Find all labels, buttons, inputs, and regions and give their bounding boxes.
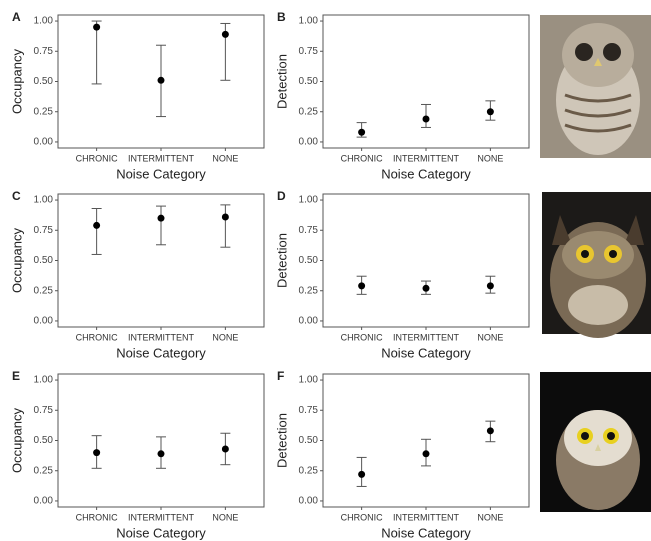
x-tick-label: INTERMITTENT [128,153,194,163]
panel-label: E [12,369,20,383]
y-tick-label: 0.50 [34,76,54,87]
point [93,24,100,31]
x-tick-label: INTERMITTENT [393,332,459,342]
y-tick-label: 0.75 [299,46,319,57]
y-tick-label: 0.25 [34,106,54,117]
y-tick-label: 0.50 [299,76,319,87]
x-tick-label: NONE [477,332,503,342]
point [487,108,494,115]
panel-label: C [12,189,21,203]
x-tick-label: INTERMITTENT [393,512,459,522]
point [358,282,365,289]
y-tick-label: 0.00 [299,496,319,507]
point [222,445,229,452]
x-axis-title: Noise Category [381,345,471,360]
y-tick-label: 0.25 [299,285,319,296]
x-tick-label: CHRONIC [341,512,383,522]
point [487,427,494,434]
x-tick-label: CHRONIC [341,332,383,342]
x-tick-label: CHRONIC [76,512,118,522]
panel-label: D [277,189,286,203]
y-axis-title: Occupancy [9,48,24,114]
plot-frame [323,15,529,148]
y-tick-label: 0.00 [34,137,54,148]
point [158,450,165,457]
y-axis-title: Detection [274,413,289,468]
point [423,450,430,457]
panel-label: A [12,10,21,24]
x-axis-title: Noise Category [116,345,206,360]
owl-photo-great-horned [542,192,651,338]
y-tick-label: 0.25 [34,465,54,476]
point [158,77,165,84]
y-tick-label: 1.00 [299,375,319,386]
owl-photo-barred [540,15,651,158]
y-tick-label: 0.75 [34,225,54,236]
point [358,129,365,136]
point [93,449,100,456]
x-tick-label: CHRONIC [76,332,118,342]
y-tick-label: 0.00 [299,316,319,327]
y-axis-title: Occupancy [9,227,24,293]
x-tick-label: NONE [477,153,503,163]
x-axis-title: Noise Category [116,525,206,540]
x-tick-label: NONE [212,512,238,522]
y-tick-label: 0.50 [299,255,319,266]
x-tick-label: NONE [477,512,503,522]
panel-label: B [277,10,286,24]
point [93,222,100,229]
x-tick-label: NONE [212,153,238,163]
point [358,471,365,478]
y-tick-label: 1.00 [299,16,319,27]
x-tick-label: CHRONIC [76,153,118,163]
point [423,115,430,122]
y-tick-label: 1.00 [299,195,319,206]
point [423,285,430,292]
y-tick-label: 0.75 [299,225,319,236]
point [158,215,165,222]
x-tick-label: CHRONIC [341,153,383,163]
y-tick-label: 0.75 [34,405,54,416]
point [487,282,494,289]
point [222,31,229,38]
y-tick-label: 1.00 [34,16,54,27]
y-tick-label: 0.75 [299,405,319,416]
x-tick-label: INTERMITTENT [128,332,194,342]
y-tick-label: 0.00 [34,496,54,507]
x-tick-label: INTERMITTENT [393,153,459,163]
y-tick-label: 0.75 [34,46,54,57]
y-tick-label: 0.50 [299,435,319,446]
y-tick-label: 0.00 [34,316,54,327]
x-tick-label: NONE [212,332,238,342]
panel-label: F [277,369,284,383]
y-tick-label: 0.25 [34,285,54,296]
point [222,213,229,220]
y-tick-label: 0.50 [34,255,54,266]
y-tick-label: 0.25 [299,106,319,117]
y-tick-label: 0.50 [34,435,54,446]
y-axis-title: Detection [274,54,289,109]
plot-frame [323,194,529,327]
y-axis-title: Detection [274,233,289,288]
x-axis-title: Noise Category [381,525,471,540]
x-tick-label: INTERMITTENT [128,512,194,522]
y-axis-title: Occupancy [9,407,24,473]
y-tick-label: 0.00 [299,137,319,148]
y-tick-label: 0.25 [299,465,319,476]
x-axis-title: Noise Category [116,166,206,181]
figure: A 0.00 0.25 0.50 0.75 1.00 CHRONIC INTERMITTENT… [0,0,651,541]
x-axis-title: Noise Category [381,166,471,181]
owl-photo-boreal [540,372,651,512]
y-tick-label: 1.00 [34,375,54,386]
y-tick-label: 1.00 [34,195,54,206]
